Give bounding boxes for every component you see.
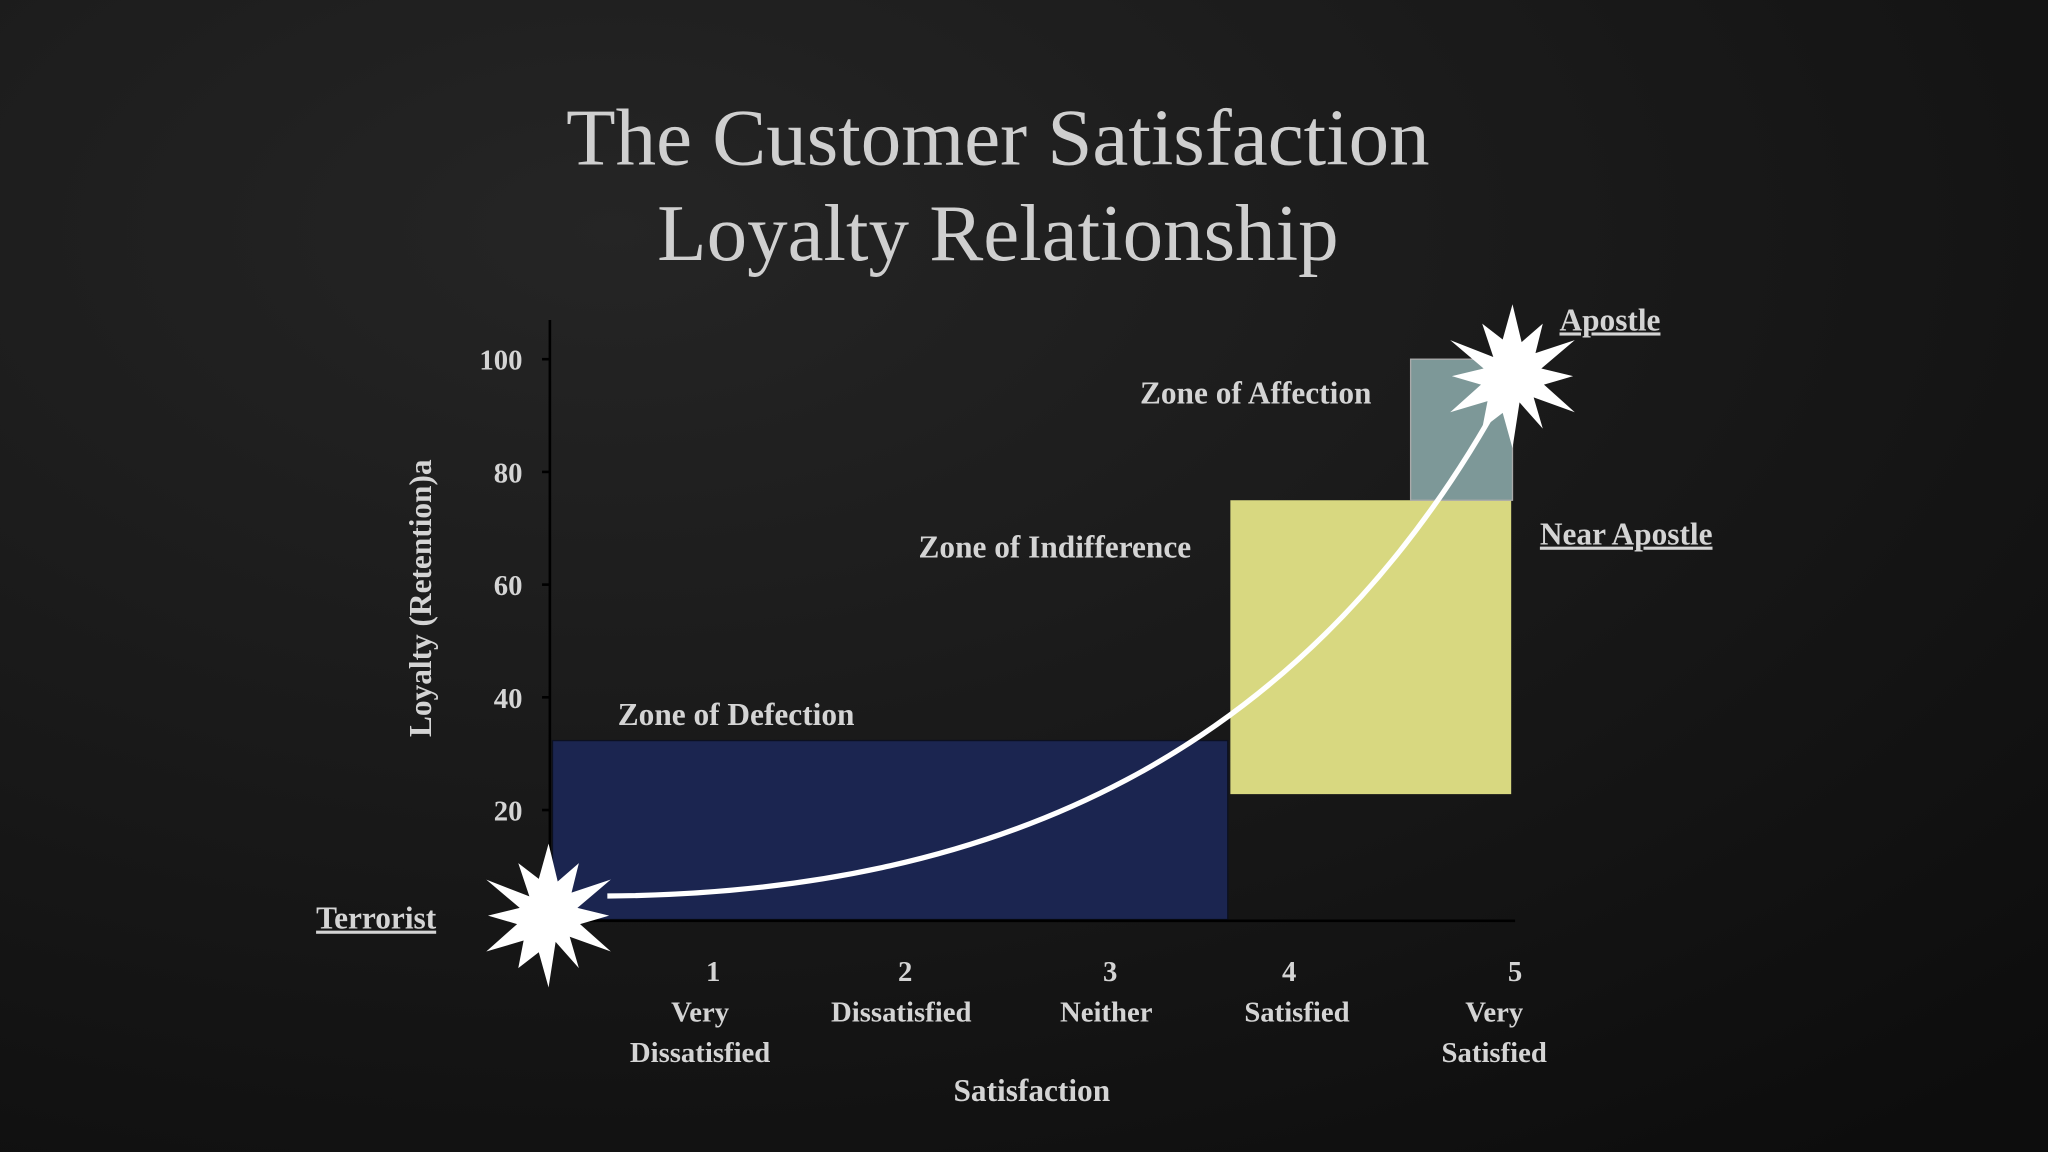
x-tick-label: Satisfied <box>1244 996 1349 1028</box>
x-tick-number: 2 <box>898 956 912 988</box>
title-line: The Customer Satisfaction <box>566 93 1430 183</box>
x-tick-label: Dissatisfied <box>630 1037 770 1069</box>
y-tick-label: 80 <box>494 457 523 489</box>
y-axis-label: Loyalty (Retention)a <box>403 459 438 737</box>
x-tick-number: 4 <box>1282 956 1296 988</box>
zone-label: Zone of Defection <box>618 697 855 732</box>
loyalty-curve <box>607 390 1507 899</box>
x-tick-label: Dissatisfied <box>831 996 971 1028</box>
zone-indifference <box>1230 500 1512 795</box>
zone-defection <box>551 739 1229 921</box>
zone-label: Zone of Indifference <box>919 530 1192 565</box>
zone-label: Zone of Affection <box>1140 376 1371 411</box>
customer-label: Apostle <box>1560 302 1661 337</box>
customer-label: Terrorist <box>316 901 437 936</box>
apostle-star <box>1450 304 1575 449</box>
x-tick-label: Very <box>1465 996 1524 1028</box>
x-tick-number: 1 <box>706 956 720 988</box>
customer-label: Near Apostle <box>1540 517 1713 552</box>
x-tick-label: Satisfied <box>1442 1037 1547 1069</box>
x-tick-label: Very <box>671 996 730 1028</box>
y-tick-label: 40 <box>494 683 523 715</box>
y-tick-label: 60 <box>494 570 523 602</box>
x-axis-label: Satisfaction <box>954 1073 1111 1108</box>
y-tick-label: 100 <box>479 345 522 377</box>
terrorist-star <box>486 843 611 988</box>
y-tick-label: 20 <box>494 796 523 828</box>
x-tick-number: 3 <box>1103 956 1117 988</box>
x-tick-label: Neither <box>1060 996 1153 1028</box>
x-tick-number: 5 <box>1508 956 1522 988</box>
title-line: Loyalty Relationship <box>657 188 1338 278</box>
